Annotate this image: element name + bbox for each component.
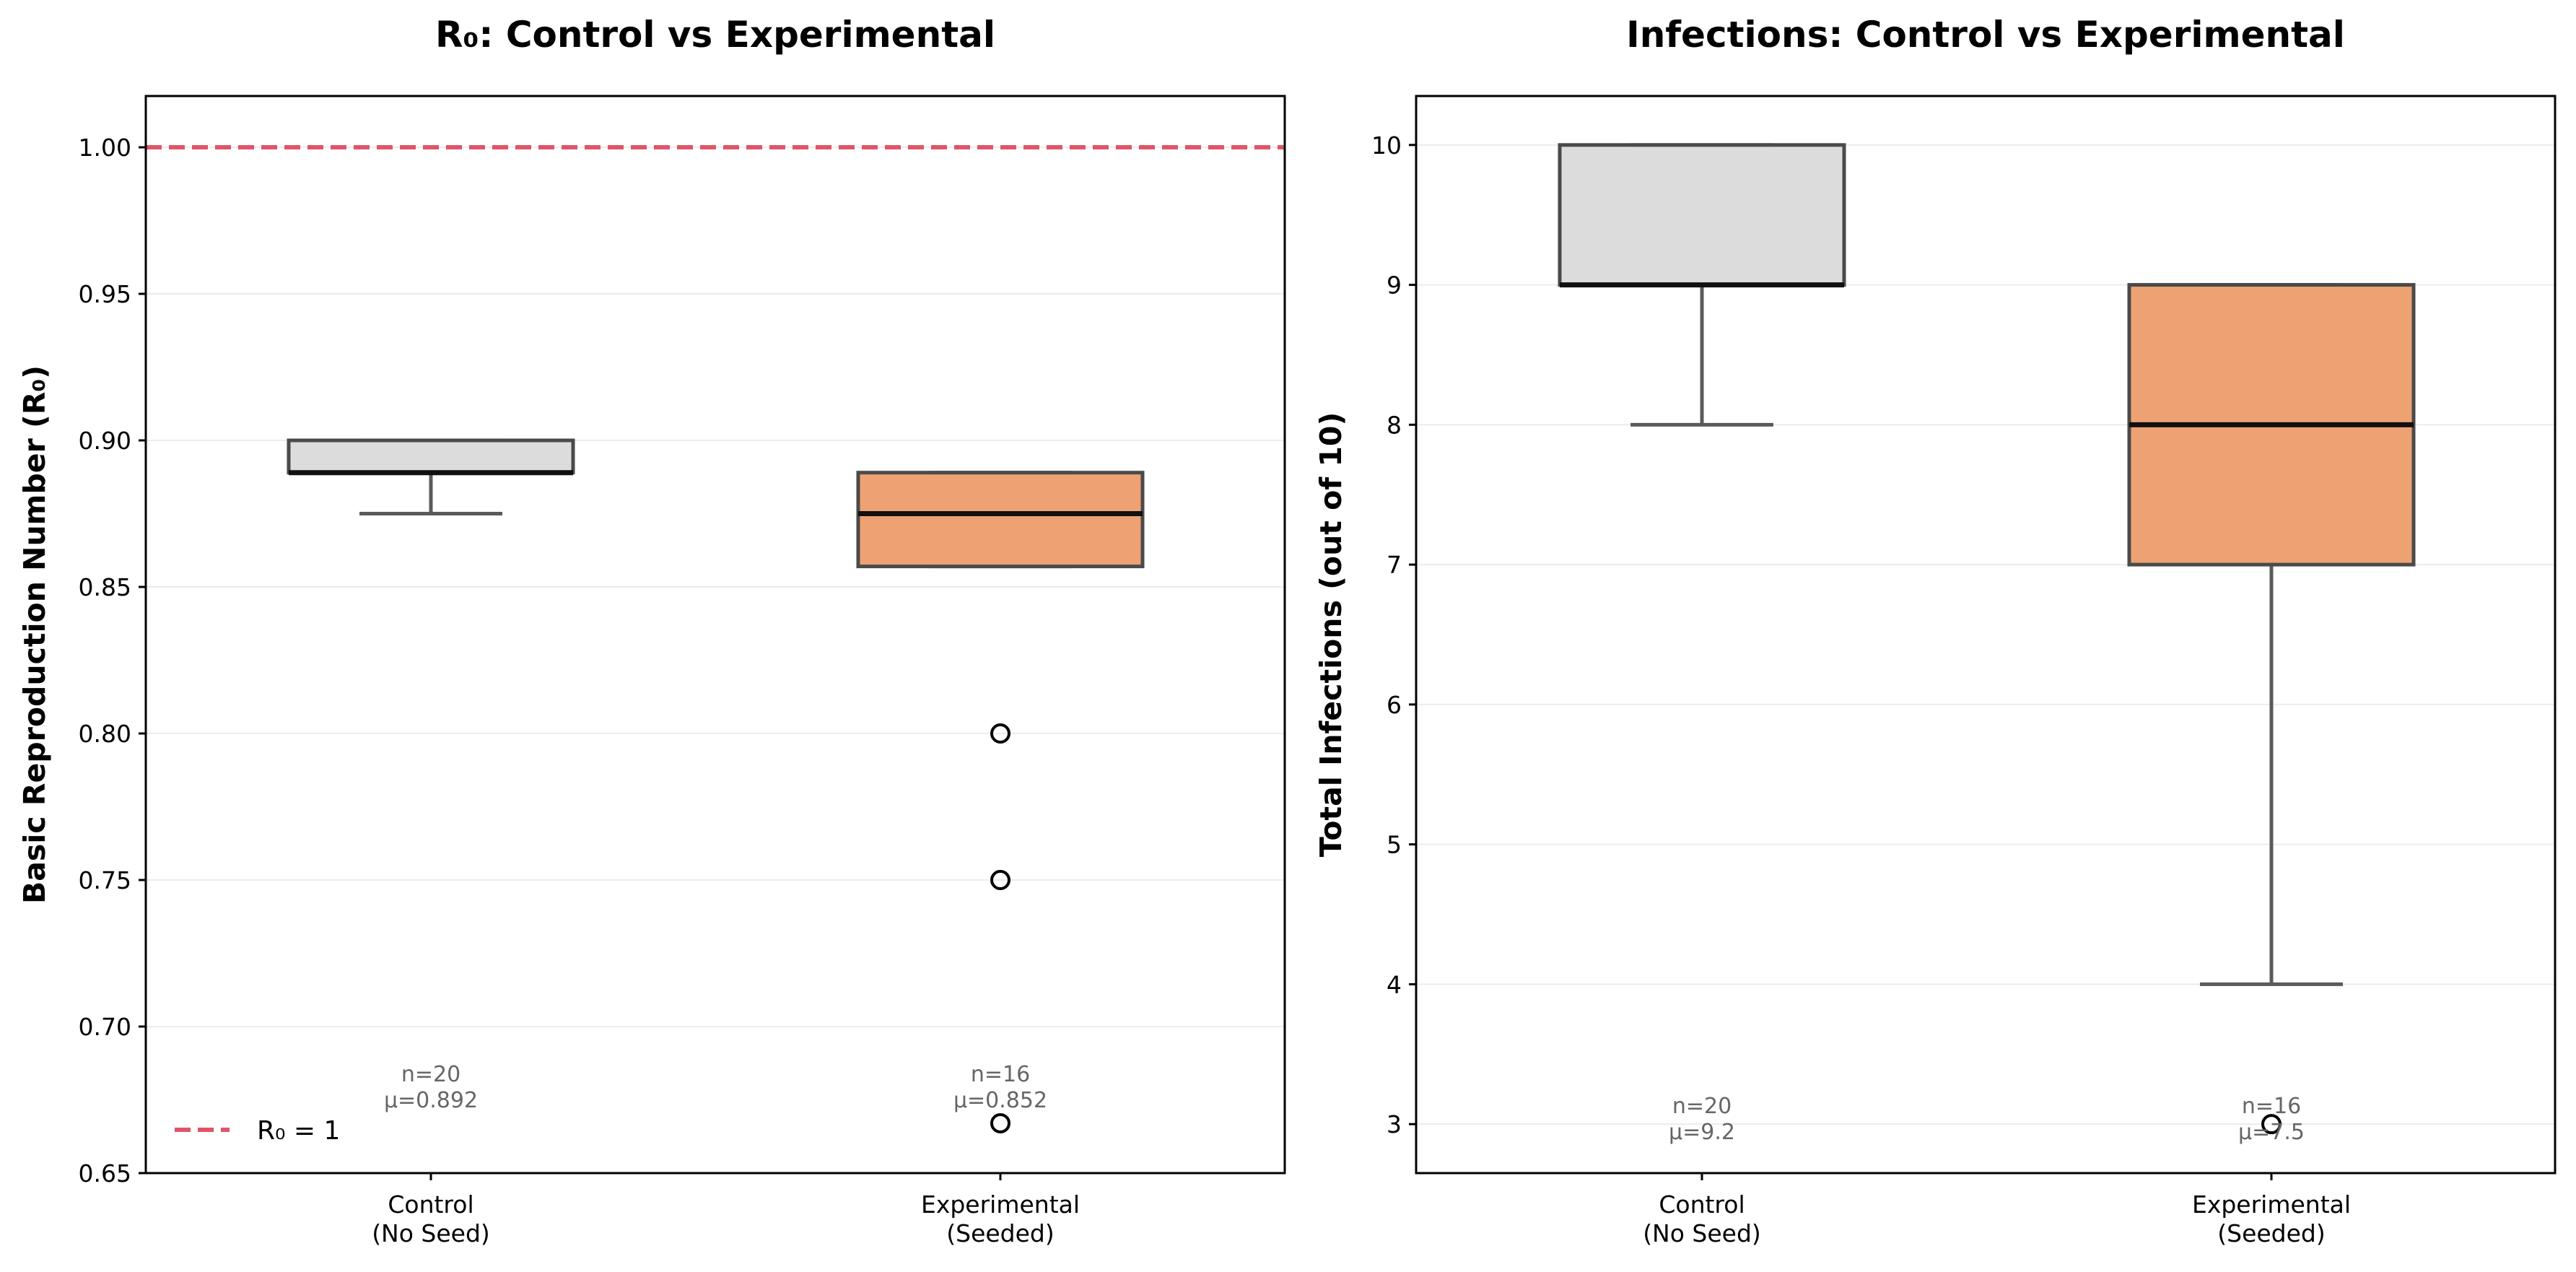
x-tick-label: Control (No Seed)	[372, 1190, 490, 1247]
x-tick-label-line: (Seeded)	[2217, 1219, 2326, 1247]
x-tick-label-line: Experimental	[921, 1190, 1080, 1219]
y-tick-label: 5	[1387, 831, 1402, 859]
x-tick-label: Experimental (Seeded)	[2192, 1190, 2351, 1247]
x-tick-label: Control (No Seed)	[1643, 1190, 1761, 1247]
x-tick-label-line: (Seeded)	[946, 1219, 1055, 1247]
x-tick-label-line: Experimental	[2192, 1190, 2351, 1219]
y-tick-label: 0.75	[79, 866, 131, 894]
axes-frame	[144, 95, 1286, 1175]
legend: R₀ = 1	[175, 1116, 340, 1146]
y-tick-label: 8	[1387, 411, 1402, 439]
r0-chart: n=20 μ=0.892 n=16 μ=0.852 0.65 0.70 0.75 0.80 0.…	[17, 14, 1286, 1247]
y-tick-label: 0.85	[79, 573, 131, 601]
x-tick-label-line: (No Seed)	[372, 1219, 490, 1247]
annotation-line: n=20	[1672, 1094, 1732, 1119]
axes-frame	[1415, 95, 2557, 1175]
chart-title: R₀: Control vs Experimental	[435, 14, 995, 56]
outlier-point	[2261, 1114, 2282, 1135]
box-annotation: n=20 μ=0.892	[384, 1062, 478, 1113]
box-0	[287, 438, 575, 516]
box-annotation: n=16 μ=7.5	[2238, 1094, 2305, 1145]
annotation-line: μ=7.5	[2238, 1120, 2305, 1145]
legend-label: R₀ = 1	[257, 1116, 340, 1146]
outlier-point	[990, 723, 1010, 744]
y-axis-label: Total Infections (out of 10)	[1314, 412, 1348, 857]
y-axis-label: Basic Reproduction Number (R₀)	[17, 365, 52, 904]
y-tick-label: 9	[1387, 271, 1402, 300]
outlier-point	[990, 870, 1010, 891]
box-body	[856, 471, 1145, 569]
x-tick-label-line: (No Seed)	[1643, 1219, 1761, 1247]
y-tick-label: 0.95	[79, 280, 131, 308]
y-tick-label: 0.80	[79, 720, 131, 748]
annotation-line: μ=9.2	[1669, 1120, 1735, 1145]
y-tick-label: 4	[1387, 970, 1402, 998]
box-1	[2127, 283, 2416, 1135]
x-tick-label-line: Control	[388, 1190, 473, 1219]
y-tick-label: 1.00	[79, 134, 131, 162]
annotation-line: n=20	[401, 1062, 460, 1087]
y-tick-label: 7	[1387, 551, 1402, 579]
infections-chart: n=20 μ=9.2 n=16 μ=7.5 3 4 5 6 7 8 9 10 Control (No Se…	[1314, 14, 2557, 1247]
box-0	[1558, 143, 1846, 427]
box-1	[856, 471, 1145, 1133]
chart-title: Infections: Control vs Experimental	[1626, 14, 2345, 56]
outlier-point	[990, 1112, 1010, 1133]
y-tick-label: 10	[1371, 131, 1402, 160]
box-body	[287, 438, 575, 475]
annotation-line: n=16	[971, 1062, 1030, 1087]
box-annotation: n=20 μ=9.2	[1669, 1094, 1735, 1145]
annotation-line: μ=0.852	[953, 1088, 1047, 1113]
annotation-line: μ=0.892	[384, 1088, 478, 1113]
x-tick-label-line: Control	[1659, 1190, 1745, 1219]
y-tick-label: 0.70	[79, 1013, 131, 1041]
annotation-line: n=16	[2242, 1094, 2301, 1119]
y-tick-label: 6	[1387, 691, 1402, 719]
y-tick-label: 0.90	[79, 427, 131, 455]
x-tick-label: Experimental (Seeded)	[921, 1190, 1080, 1247]
box-body	[1558, 143, 1846, 287]
y-tick-label: 0.65	[79, 1159, 131, 1188]
box-annotation: n=16 μ=0.852	[953, 1062, 1047, 1113]
y-tick-label: 3	[1387, 1110, 1402, 1138]
